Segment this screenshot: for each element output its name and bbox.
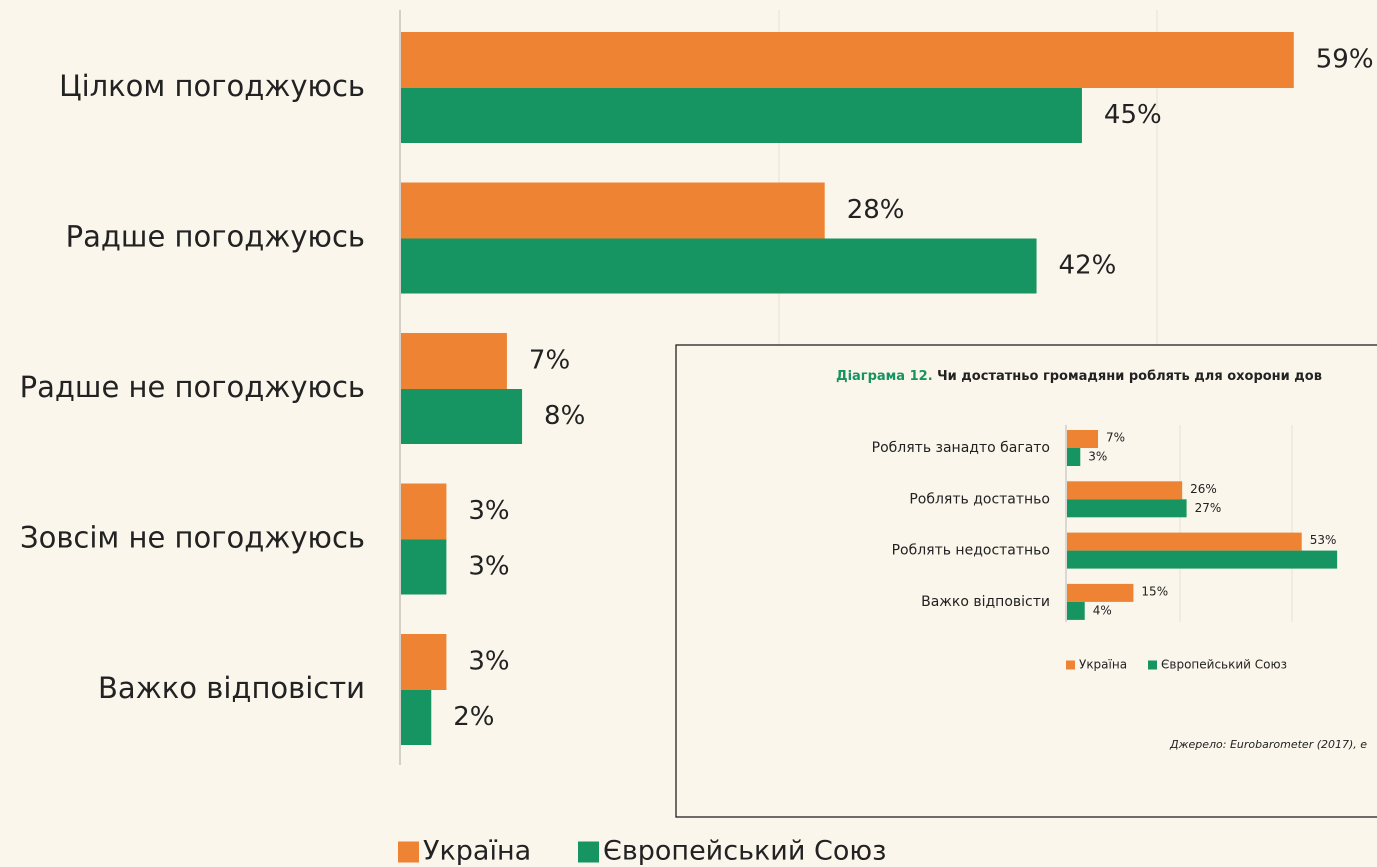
- value-label: 53%: [1310, 533, 1337, 547]
- value-label: 3%: [468, 552, 509, 582]
- source: Джерело: Eurobarometer (2017), е: [1169, 738, 1367, 751]
- value-label: 3%: [468, 647, 509, 677]
- bar: [1067, 481, 1183, 500]
- category-label: Радше погоджуюсь: [66, 220, 365, 254]
- bar: [401, 690, 432, 745]
- category-label: Радше не погоджуюсь: [20, 370, 365, 404]
- bar: [401, 483, 447, 540]
- title-prefix: Діаграма 12.: [836, 369, 933, 384]
- category-label: Роблять достатньо: [909, 491, 1050, 507]
- value-label: 8%: [544, 401, 585, 431]
- value-label: 3%: [468, 496, 509, 526]
- value-label: 7%: [1106, 431, 1125, 445]
- value-label: 45%: [1104, 100, 1162, 130]
- value-label: 28%: [847, 195, 905, 225]
- category-label: Роблять недостатньо: [892, 543, 1050, 559]
- bar: [1067, 430, 1098, 448]
- legend-label: Україна: [1079, 658, 1127, 672]
- bar: [1067, 550, 1338, 569]
- value-label: 3%: [1088, 450, 1107, 464]
- bar: [401, 32, 1294, 88]
- category-label: Цілком погоджуюсь: [59, 69, 365, 103]
- value-label: 7%: [529, 346, 570, 376]
- bar: [1067, 532, 1302, 551]
- bar: [1067, 601, 1085, 620]
- inset-frame: [675, 344, 1377, 818]
- legend-swatch: [1066, 660, 1075, 670]
- value-label: 27%: [1195, 501, 1222, 515]
- inset-title: Діаграма 12. Чи достатньо громадяни робл…: [836, 369, 1322, 384]
- value-label: 2%: [453, 702, 494, 732]
- bar: [1067, 499, 1187, 518]
- value-label: 26%: [1190, 482, 1217, 496]
- legend-swatch: [1148, 660, 1157, 670]
- value-label: 42%: [1059, 251, 1117, 281]
- bar: [401, 238, 1037, 294]
- main-chart: Цілком погоджуюсь 59% 45% Радше погоджуюсь 2…: [20, 32, 1374, 867]
- value-label: 15%: [1141, 584, 1168, 598]
- legend-swatch: [578, 841, 599, 863]
- bar: [401, 389, 523, 444]
- legend-swatch: [398, 841, 419, 863]
- bar: [1067, 583, 1134, 602]
- bar: [401, 634, 447, 690]
- bar: [401, 182, 825, 239]
- category-label: Роблять занадто багато: [872, 440, 1050, 456]
- legend-label: Європейський Союз: [1161, 658, 1287, 672]
- title: Чи достатньо громадяни роблять для охоро…: [937, 369, 1322, 384]
- value-label: 59%: [1316, 45, 1374, 75]
- bar: [1067, 448, 1081, 466]
- inset-chart: Роблять занадто багато 7% 3% Роблять достат…: [872, 430, 1338, 672]
- bar: [401, 333, 507, 389]
- category-label: Важко відповісти: [921, 594, 1050, 610]
- category-label: Важко відповісти: [98, 671, 365, 705]
- bar: [401, 88, 1082, 143]
- value-label: 4%: [1093, 603, 1112, 617]
- category-label: Зовсім не погоджуюсь: [20, 521, 365, 555]
- legend-label: Україна: [423, 836, 531, 867]
- legend-label: Європейський Союз: [603, 836, 886, 867]
- bar: [401, 539, 447, 595]
